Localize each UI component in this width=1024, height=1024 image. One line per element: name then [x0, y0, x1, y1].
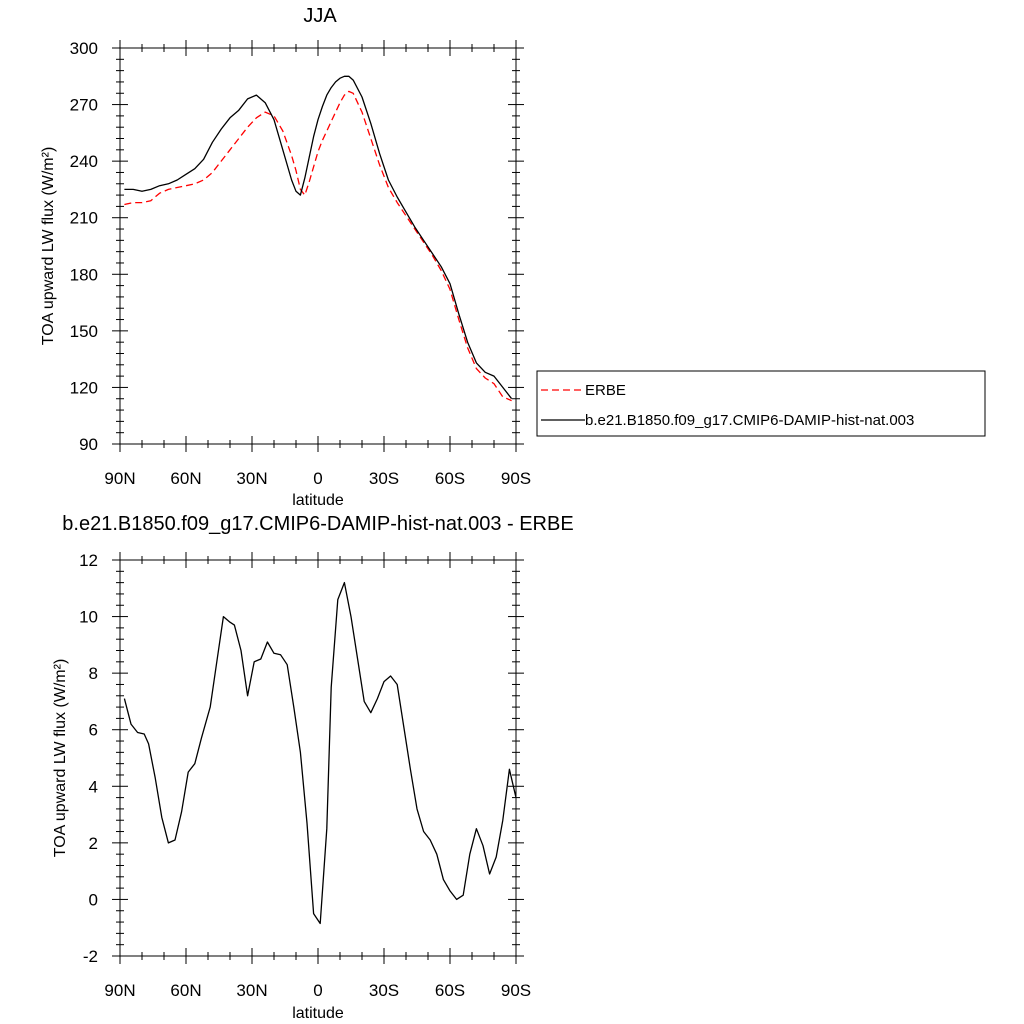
top-y-ticks: 90 120 150 180 210 240 270 300: [70, 39, 524, 454]
top-title: JJA: [303, 5, 337, 27]
x-tick-label: 90N: [104, 469, 135, 488]
y-tick-label: 210: [70, 209, 98, 228]
top-series-lines: [124, 75, 513, 402]
y-tick-label: 6: [89, 721, 98, 740]
bottom-title: b.e21.B1850.f09_g17.CMIP6-DAMIP-hist-nat…: [62, 513, 573, 535]
top-series-line-0: [124, 90, 512, 402]
legend-label-erbe: ERBE: [585, 382, 626, 399]
x-tick-label: 90S: [501, 469, 531, 488]
top-panel: JJA 90 120 150 180 210 240 270 300 90N 60N 30N 0 30…: [40, 5, 531, 509]
x-tick-label: 30N: [236, 469, 267, 488]
y-tick-label: 270: [70, 96, 98, 115]
x-tick-label: 60S: [435, 981, 465, 1000]
x-tick-label: 0: [313, 469, 322, 488]
bottom-y-axis-label: TOA upward LW flux (W/m²): [52, 659, 69, 858]
x-tick-label: 60S: [435, 469, 465, 488]
bot-series-line-0: [123, 581, 517, 925]
bottom-x-ticks: 90N 60N 30N 0 30S 60S 90S: [104, 552, 531, 1000]
legend-box: [536, 370, 986, 437]
top-x-axis-label: latitude: [292, 492, 344, 509]
y-tick-label: 240: [70, 152, 98, 171]
x-tick-label: 0: [313, 981, 322, 1000]
y-tick-label: 8: [89, 664, 98, 683]
x-tick-label: 90N: [104, 981, 135, 1000]
bottom-y-ticks: -2 0 2 4 6 8 10 12: [79, 551, 524, 966]
y-tick-label: 10: [79, 608, 98, 627]
x-tick-label: 30S: [369, 469, 399, 488]
y-tick-label: 300: [70, 39, 98, 58]
bottom-x-axis-label: latitude: [292, 1005, 344, 1022]
y-tick-label: -2: [83, 947, 98, 966]
legend-label-model: b.e21.B1850.f09_g17.CMIP6-DAMIP-hist-nat…: [585, 412, 914, 429]
top-y-axis-label: TOA upward LW flux (W/m²): [40, 147, 57, 346]
x-tick-label: 30S: [369, 981, 399, 1000]
x-tick-label: 60N: [170, 469, 201, 488]
y-tick-label: 120: [70, 378, 98, 397]
bottom-panel: b.e21.B1850.f09_g17.CMIP6-DAMIP-hist-nat…: [52, 513, 574, 1022]
top-plot-frame: [119, 47, 517, 445]
legend: ERBE b.e21.B1850.f09_g17.CMIP6-DAMIP-his…: [536, 370, 986, 437]
y-tick-label: 0: [89, 890, 98, 909]
y-tick-label: 90: [79, 435, 98, 454]
bottom-plot-frame: [119, 559, 517, 957]
x-tick-label: 90S: [501, 981, 531, 1000]
y-tick-label: 150: [70, 322, 98, 341]
y-tick-label: 12: [79, 551, 98, 570]
y-tick-label: 4: [89, 777, 98, 796]
bottom-series-lines: [123, 581, 517, 925]
y-tick-label: 2: [89, 834, 98, 853]
top-series-line-1: [124, 75, 513, 400]
x-tick-label: 30N: [236, 981, 267, 1000]
y-tick-label: 180: [70, 265, 98, 284]
x-tick-label: 60N: [170, 981, 201, 1000]
top-x-ticks: 90N 60N 30N 0 30S 60S 90S: [104, 40, 531, 488]
